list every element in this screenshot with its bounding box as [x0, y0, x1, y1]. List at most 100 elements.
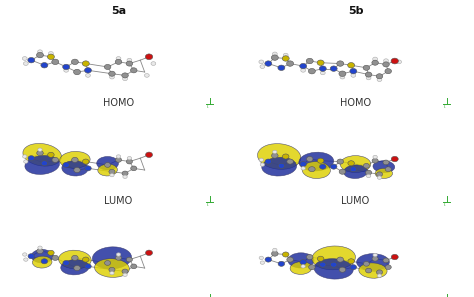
Circle shape — [339, 71, 346, 76]
Circle shape — [145, 74, 149, 77]
Circle shape — [350, 167, 356, 172]
Circle shape — [350, 69, 357, 74]
Circle shape — [383, 160, 389, 165]
Circle shape — [309, 265, 315, 270]
Circle shape — [273, 150, 277, 154]
Circle shape — [130, 68, 137, 73]
Text: LUMO: LUMO — [104, 196, 133, 206]
Ellipse shape — [23, 143, 62, 166]
Ellipse shape — [257, 144, 301, 169]
Ellipse shape — [302, 162, 330, 178]
Circle shape — [127, 157, 132, 160]
Circle shape — [306, 255, 313, 260]
Circle shape — [300, 260, 306, 265]
Circle shape — [301, 167, 305, 170]
Circle shape — [330, 164, 337, 169]
Circle shape — [52, 157, 59, 162]
Text: i.: i. — [207, 202, 210, 207]
Circle shape — [385, 69, 392, 74]
Circle shape — [116, 155, 121, 158]
Text: HOMO: HOMO — [103, 98, 134, 108]
Circle shape — [122, 171, 128, 176]
Circle shape — [347, 63, 355, 68]
Circle shape — [28, 156, 35, 161]
Circle shape — [74, 266, 81, 271]
Circle shape — [72, 157, 78, 162]
Circle shape — [47, 250, 54, 255]
Circle shape — [259, 256, 264, 260]
Circle shape — [350, 265, 356, 270]
Circle shape — [85, 264, 91, 269]
Circle shape — [63, 260, 69, 266]
Circle shape — [272, 251, 278, 256]
Circle shape — [28, 57, 35, 63]
Circle shape — [376, 74, 383, 79]
Circle shape — [377, 274, 382, 277]
Circle shape — [306, 58, 313, 64]
Ellipse shape — [262, 157, 297, 176]
Circle shape — [105, 162, 110, 167]
Circle shape — [364, 261, 369, 266]
Circle shape — [146, 54, 153, 60]
Circle shape — [330, 66, 337, 71]
Circle shape — [104, 64, 111, 69]
Circle shape — [373, 155, 377, 159]
Circle shape — [38, 246, 42, 249]
Circle shape — [339, 267, 346, 272]
Circle shape — [146, 250, 153, 255]
Circle shape — [273, 52, 277, 56]
Circle shape — [272, 153, 278, 158]
Circle shape — [36, 151, 43, 156]
Ellipse shape — [92, 247, 132, 269]
Circle shape — [385, 265, 391, 270]
Circle shape — [319, 164, 326, 169]
Ellipse shape — [356, 254, 389, 271]
Circle shape — [109, 75, 114, 79]
Circle shape — [319, 66, 326, 71]
Circle shape — [383, 62, 389, 67]
Circle shape — [260, 163, 264, 166]
Circle shape — [306, 157, 313, 162]
Circle shape — [271, 55, 278, 60]
Circle shape — [52, 59, 59, 64]
Text: i.: i. — [207, 104, 210, 109]
Circle shape — [385, 167, 391, 172]
Circle shape — [351, 74, 356, 77]
Circle shape — [283, 252, 289, 257]
Circle shape — [301, 265, 305, 268]
Circle shape — [282, 56, 289, 61]
Circle shape — [23, 155, 27, 158]
Ellipse shape — [25, 156, 60, 174]
Ellipse shape — [288, 253, 314, 268]
Circle shape — [318, 158, 324, 163]
Circle shape — [24, 258, 28, 261]
Circle shape — [47, 54, 55, 59]
Circle shape — [320, 71, 325, 75]
Circle shape — [82, 159, 89, 164]
Ellipse shape — [299, 152, 334, 171]
Ellipse shape — [344, 165, 367, 178]
Ellipse shape — [98, 164, 118, 176]
Ellipse shape — [94, 259, 129, 277]
Ellipse shape — [62, 161, 88, 176]
Circle shape — [340, 75, 345, 79]
Circle shape — [23, 62, 28, 65]
Circle shape — [309, 167, 315, 172]
Text: i.: i. — [444, 104, 447, 109]
Circle shape — [391, 58, 399, 64]
Circle shape — [265, 61, 272, 66]
Circle shape — [319, 262, 326, 267]
Circle shape — [109, 169, 115, 174]
Circle shape — [74, 168, 81, 173]
Circle shape — [123, 77, 128, 81]
Circle shape — [85, 166, 91, 171]
Ellipse shape — [32, 256, 52, 268]
Circle shape — [283, 53, 288, 57]
Circle shape — [372, 60, 378, 65]
Circle shape — [391, 156, 398, 162]
Circle shape — [109, 71, 115, 76]
Circle shape — [151, 62, 156, 65]
Text: LUMO: LUMO — [341, 196, 370, 206]
Circle shape — [127, 257, 132, 262]
Circle shape — [23, 253, 27, 256]
